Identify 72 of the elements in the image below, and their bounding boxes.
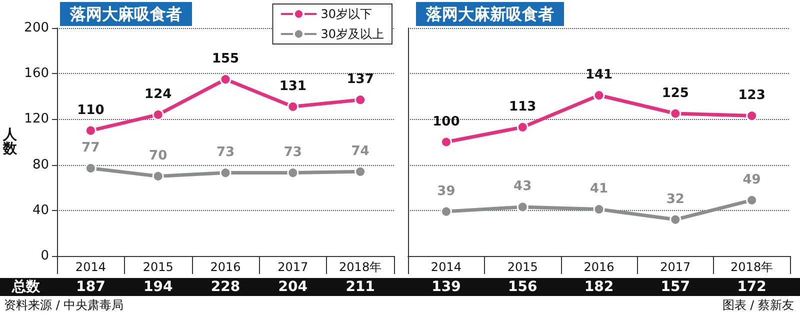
text: 总数 [11,279,41,295]
y-tick-label: 160 [24,66,49,82]
y-tick-label: 0 [40,248,49,264]
text: 182 [584,279,614,295]
point [354,166,366,178]
x-tick-label: 2017 [660,260,691,274]
data-label: 123 [738,88,766,104]
x-tick-label: 2016 [210,260,241,274]
text: 228 [210,279,240,295]
data-label: 110 [77,102,104,118]
point [746,110,758,122]
text: 172 [737,279,766,295]
point [220,74,232,86]
point [670,108,682,120]
data-label: 32 [666,192,684,207]
text: 157 [660,279,690,295]
point [516,201,528,213]
point [516,121,528,133]
x-tick-label: 2018年 [730,260,774,274]
data-label: 74 [351,144,370,159]
y-tick-label: 200 [24,20,49,36]
point [152,170,164,182]
point [152,108,164,120]
legend-label: 30岁及以上 [320,27,384,41]
data-label: 73 [284,145,302,160]
data-label: 73 [216,145,235,160]
text: 图表 / 蔡新友 [722,298,794,312]
y-tick-label: 40 [32,202,49,218]
point [354,94,366,106]
point [84,162,96,174]
text: 194 [143,279,173,295]
data-label: 41 [590,182,608,197]
y-tick-label: 80 [32,157,49,172]
y-axis-title: 人数 [2,127,18,157]
legend-label: 30岁以下 [320,7,372,21]
x-tick-label: 2017 [278,260,308,274]
data-label: 155 [212,52,240,67]
chart-title: 落网大麻新吸食者 [425,4,554,24]
x-tick-label: 2015 [142,260,174,274]
x-tick-label: 2015 [507,260,538,274]
x-tick-label: 2016 [584,260,614,274]
data-label: 131 [279,78,306,94]
point [670,214,682,226]
text: 187 [76,279,106,295]
text: 139 [432,279,461,295]
point [287,100,299,112]
data-label: 77 [82,140,100,156]
data-label: 39 [437,184,456,199]
text: 156 [508,279,538,295]
x-tick-label: 2014 [430,260,462,274]
text: 204 [278,279,308,295]
x-tick-label: 2018年 [339,260,382,274]
point [84,124,96,136]
text: 211 [346,279,375,295]
point [746,194,758,206]
x-tick-label: 2014 [75,260,106,274]
data-label: 141 [585,68,613,83]
data-label: 137 [346,72,374,88]
text: 资料来源 / 中央肃毒局 [4,298,124,312]
y-tick-label: 120 [24,112,49,127]
data-label: 113 [509,99,536,114]
data-label: 124 [144,86,172,102]
chart-title: 落网大麻吸食者 [69,4,182,24]
point [220,167,232,179]
data-label: 125 [662,86,689,101]
point [440,206,452,218]
point [440,136,452,148]
point [287,167,299,179]
data-label: 100 [432,114,460,130]
data-label: 70 [149,148,168,164]
data-label: 49 [742,172,761,188]
data-label: 43 [514,179,532,194]
